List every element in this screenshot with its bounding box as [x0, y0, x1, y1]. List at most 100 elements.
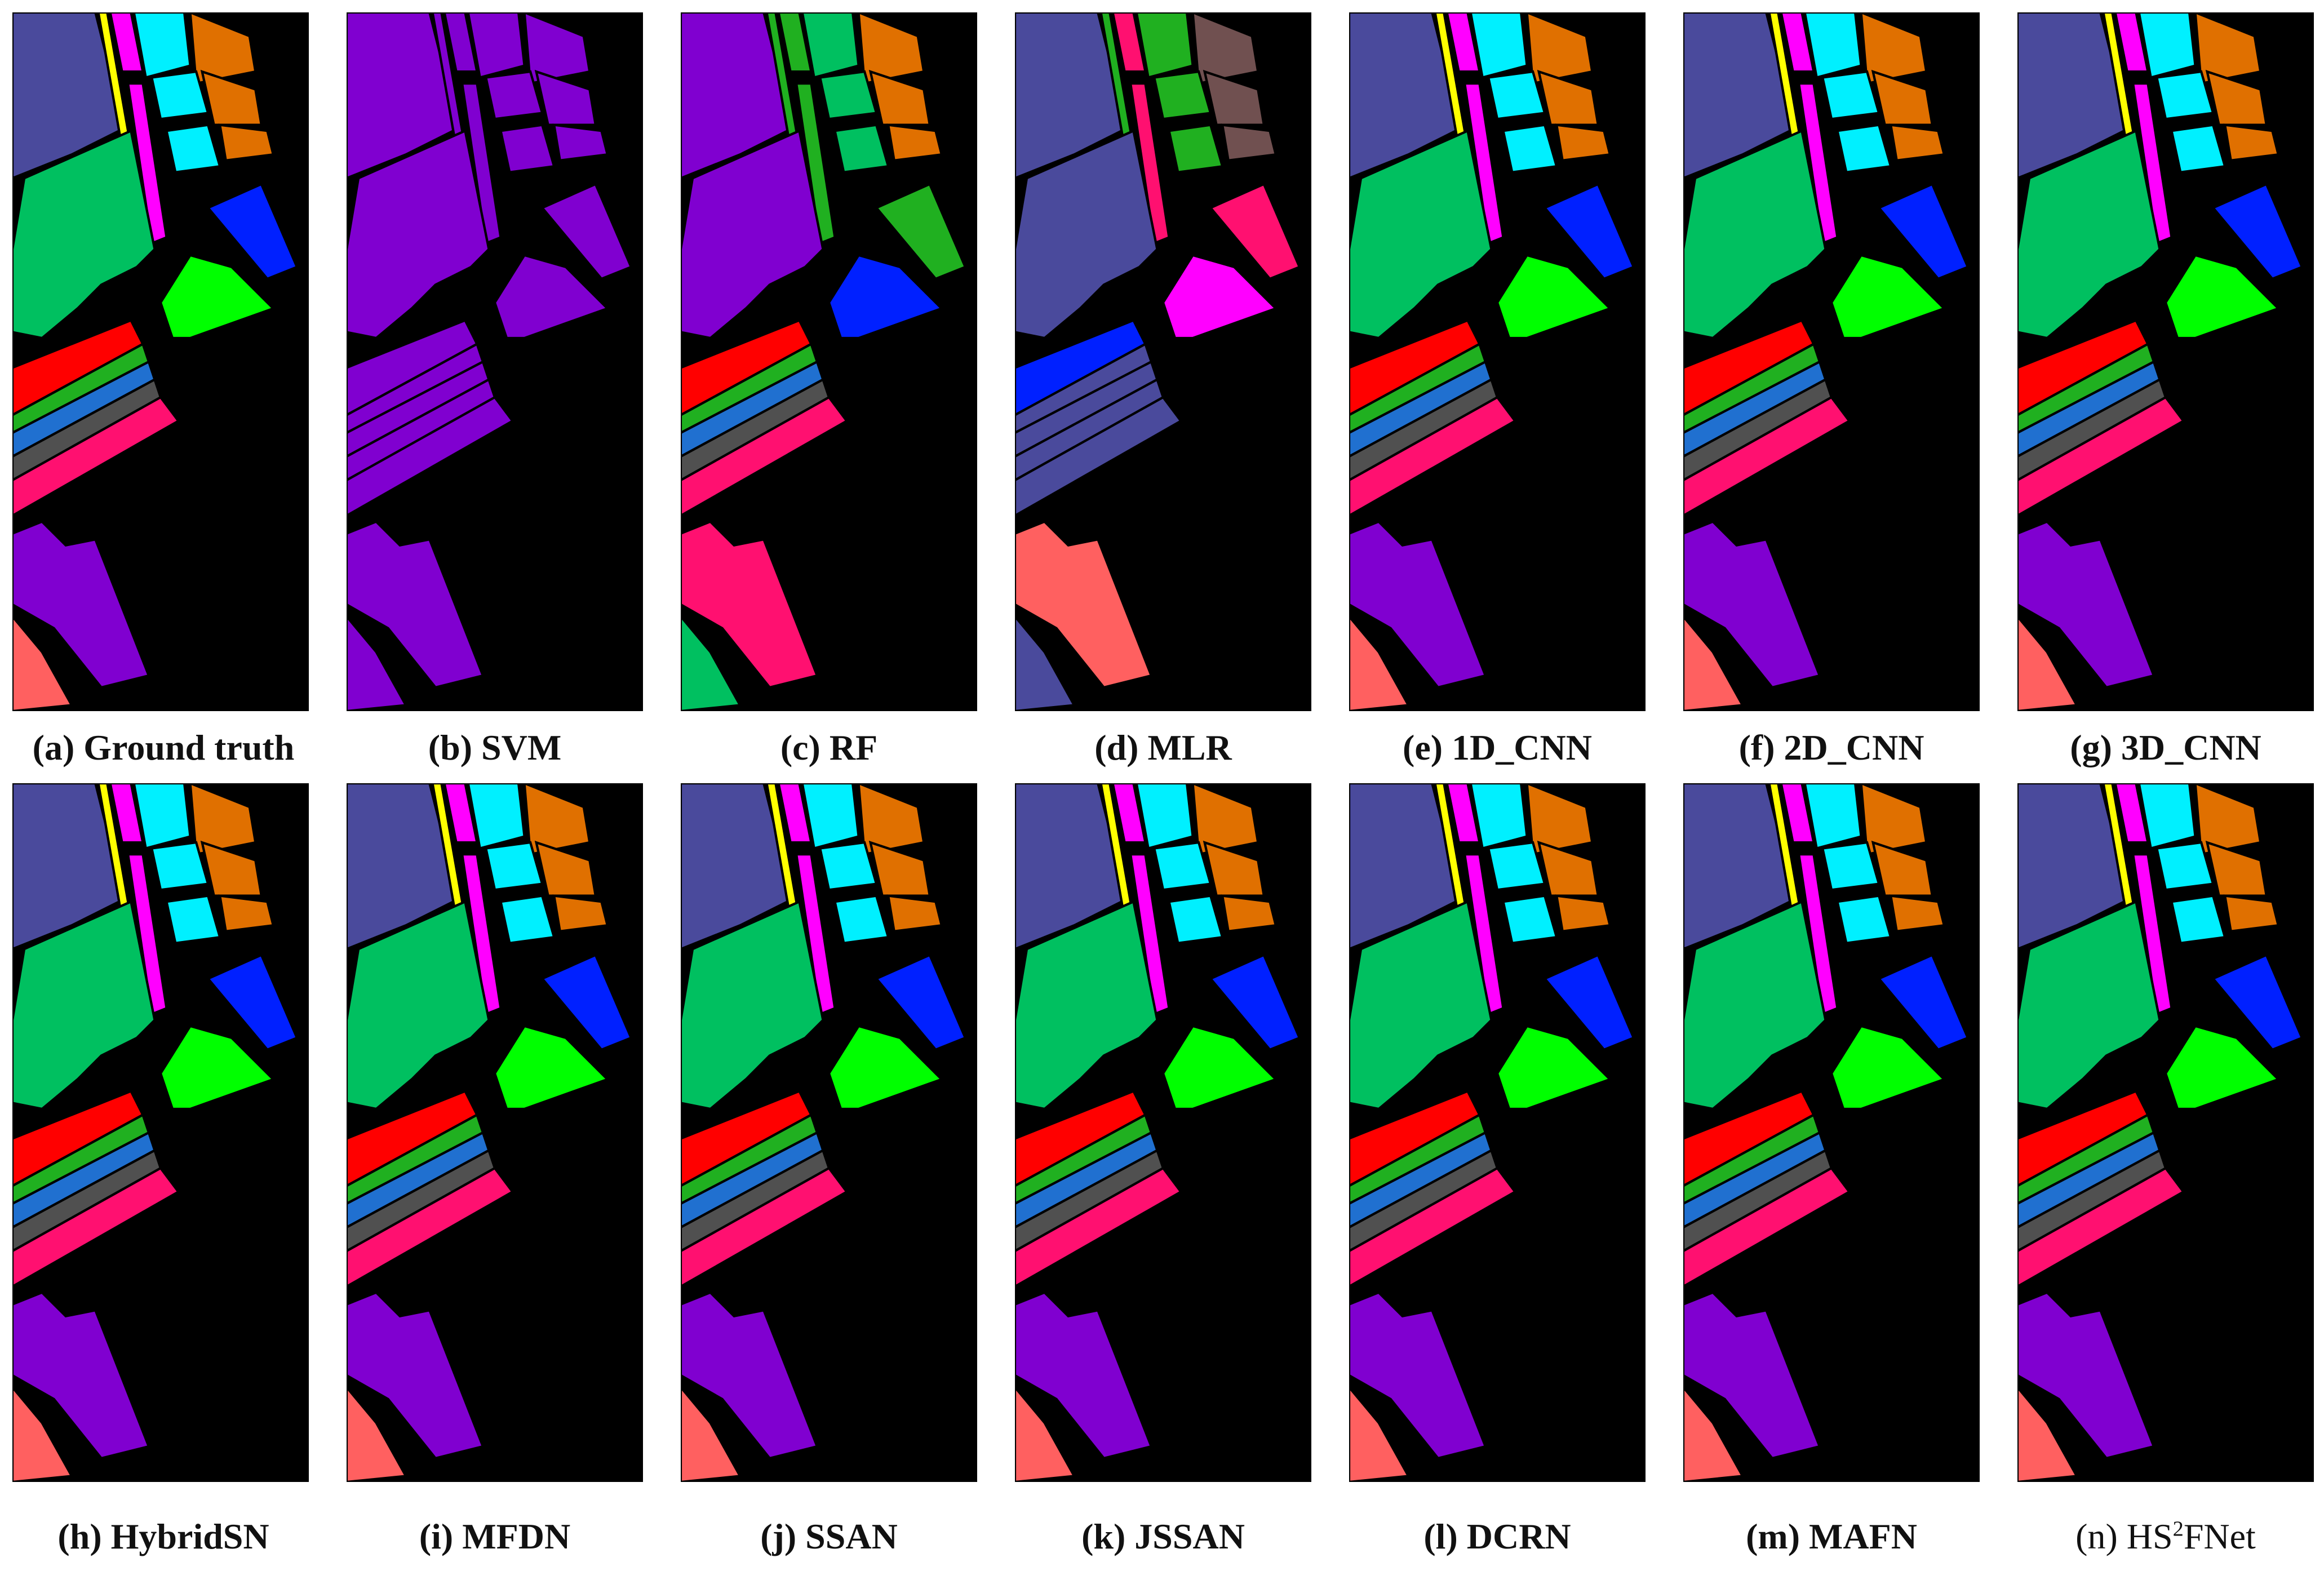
caption-rf: (c) RF: [780, 727, 878, 767]
map-region-purple: [681, 1291, 819, 1460]
map-region-blue: [1542, 953, 1635, 1051]
map-region-cyan: [499, 123, 556, 174]
map-region-orange: [1203, 69, 1266, 126]
map-region-orange: [189, 12, 257, 85]
map-region-orange: [1889, 894, 1946, 933]
map-region-blue: [1542, 182, 1635, 281]
map-region-cyan: [150, 70, 210, 121]
map-region-purple: [1349, 1291, 1487, 1460]
map-region-salmon: [1683, 614, 1745, 711]
map-region-orange: [1537, 69, 1600, 126]
map-region-orange: [1537, 840, 1600, 897]
map-region-pink: [1683, 396, 1851, 517]
map-region-blue: [540, 953, 633, 1051]
map-region-orange: [2223, 123, 2280, 162]
map-region-orange: [886, 123, 943, 162]
map-region-blue: [874, 953, 967, 1051]
caption-hs2fnet-tail: FNet: [2183, 1516, 2256, 1556]
map-mfdn: [347, 783, 643, 1482]
map-region-purple: [347, 520, 485, 689]
caption-hs2fnet-sup: 2: [2172, 1517, 2184, 1541]
map-region-lime: [1161, 1024, 1278, 1111]
classification-map: [1349, 12, 1635, 711]
classification-map: [347, 12, 633, 711]
map-region-green: [12, 900, 156, 1111]
map-region-pink: [2017, 1166, 2185, 1288]
map-region-orange: [2194, 12, 2262, 85]
map-region-orange: [1191, 12, 1259, 85]
map-region-lime: [1496, 1024, 1612, 1111]
map-region-orange: [1525, 783, 1594, 856]
classification-map: [2017, 783, 2304, 1482]
map-region-purple: [1349, 520, 1487, 689]
map-region-lime: [493, 254, 610, 340]
classification-map: [347, 783, 633, 1482]
map-region-lime: [159, 1024, 276, 1111]
map-region-orange: [1203, 840, 1266, 897]
map-rf: [681, 12, 977, 711]
map-region-magenta: [443, 783, 479, 844]
map-region-orange: [1191, 783, 1259, 856]
map-region-orange: [868, 69, 932, 126]
caption-jssan: (k) JSSAN: [1081, 1516, 1245, 1556]
map-region-cyan: [1152, 841, 1212, 891]
map-region-cyan: [1487, 841, 1546, 891]
caption-hybridsn: (h) HybridSN: [57, 1516, 269, 1556]
map-hs2fnet: [2017, 783, 2314, 1482]
map-region-blue: [206, 182, 299, 281]
map-region-orange: [2223, 894, 2280, 933]
classification-map: [681, 12, 967, 711]
map-region-pink: [681, 396, 849, 517]
map-region-cyan: [2155, 841, 2215, 891]
caption-mafn: (m) MAFN: [1746, 1516, 1917, 1556]
map-region-cyan: [818, 70, 878, 121]
classification-map: [12, 783, 299, 1482]
map-region-lime: [159, 254, 276, 340]
caption-hs2fnet-main: (n) HS: [2075, 1516, 2173, 1556]
map-region-lime: [1496, 254, 1612, 340]
map-region-salmon: [2017, 614, 2079, 711]
caption-3d-cnn: (g) 3D_CNN: [2070, 727, 2261, 767]
map-region-cyan: [2137, 783, 2197, 850]
map-region-orange: [552, 123, 609, 162]
map-2d-cnn: [1683, 12, 1980, 711]
map-region-green: [1683, 129, 1827, 340]
map-region-blue: [206, 953, 299, 1051]
map-region-orange: [1860, 12, 1928, 85]
map-region-blue: [1208, 953, 1301, 1051]
map-region-purple: [681, 520, 819, 689]
map-region-cyan: [1835, 894, 1892, 945]
map-region-lime: [827, 254, 944, 340]
map-region-cyan: [1135, 783, 1194, 850]
map-region-purple: [12, 1291, 150, 1460]
map-region-orange: [2194, 783, 2262, 856]
map-dcrn: [1349, 783, 1646, 1482]
map-region-magenta: [2114, 12, 2150, 73]
map-region-cyan: [2137, 12, 2197, 79]
map-region-cyan: [1135, 12, 1194, 79]
map-region-magenta: [1111, 783, 1147, 844]
map-region-pink: [1349, 396, 1517, 517]
map-region-blue: [1208, 182, 1301, 281]
map-region-cyan: [150, 841, 210, 891]
map-region-cyan: [2170, 123, 2227, 174]
map-region-purple: [1015, 1291, 1153, 1460]
map-region-blue: [2211, 182, 2304, 281]
map-region-lime: [2164, 1024, 2281, 1111]
map-region-purple: [2017, 520, 2156, 689]
caption-ground-truth: (a) Ground truth: [32, 727, 295, 767]
map-region-blue: [874, 182, 967, 281]
caption-hs2fnet: (n) HS2FNet: [2002, 1516, 2324, 1557]
map-region-purple: [1683, 520, 1821, 689]
map-region-orange: [523, 12, 591, 85]
map-region-green: [1349, 900, 1493, 1111]
map-region-blue: [540, 182, 633, 281]
map-3d-cnn: [2017, 12, 2314, 711]
map-region-orange: [523, 783, 591, 856]
map-region-orange: [857, 12, 925, 85]
map-region-cyan: [1803, 12, 1862, 79]
map-region-salmon: [681, 1385, 742, 1482]
map-region-cyan: [801, 783, 860, 850]
map-region-orange: [1555, 123, 1612, 162]
map-region-lime: [493, 1024, 610, 1111]
